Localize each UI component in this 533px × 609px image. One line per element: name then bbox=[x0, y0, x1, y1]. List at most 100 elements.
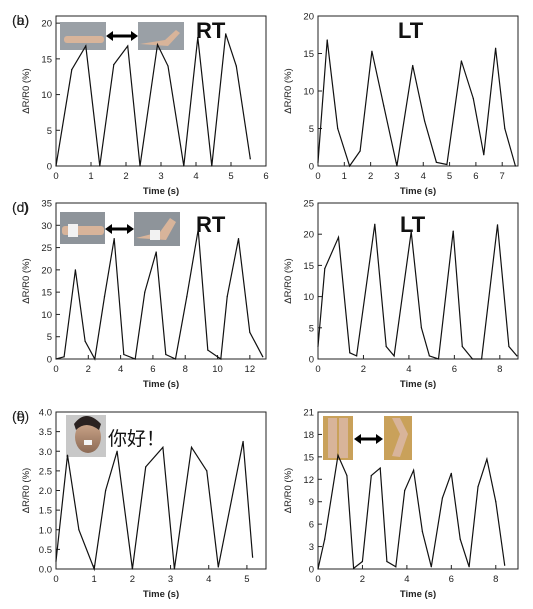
data-point bbox=[242, 440, 244, 443]
x-axis-title: Time (s) bbox=[143, 186, 179, 197]
panel-label: (f) bbox=[12, 408, 25, 424]
y-tick-label: 3 bbox=[309, 542, 314, 553]
y-tick-label: 0 bbox=[309, 565, 314, 576]
data-point bbox=[423, 120, 426, 122]
leg-bent bbox=[392, 418, 408, 457]
data-point bbox=[207, 349, 209, 351]
data-point bbox=[225, 33, 227, 35]
y-axis-title: ΔR/R0 (%) bbox=[21, 258, 32, 303]
data-point bbox=[459, 538, 461, 540]
y-tick-label: 0 bbox=[309, 162, 314, 173]
data-point bbox=[63, 356, 65, 358]
data-point bbox=[471, 358, 474, 360]
series-line bbox=[317, 224, 518, 360]
panel-annotation: 你好！ bbox=[108, 428, 165, 450]
data-point bbox=[206, 470, 208, 472]
double-arrow-icon bbox=[106, 31, 138, 41]
y-tick-label: 2.5 bbox=[39, 466, 52, 477]
chart-panel: (c) 0 2 4 6 8 10 12 0 5 10 15 20 25 30 35 Time (s) ΔR/R0 … bbox=[12, 199, 267, 390]
x-tick-label: 6 bbox=[452, 364, 457, 375]
data-point bbox=[139, 165, 141, 167]
data-point bbox=[446, 163, 448, 166]
data-point bbox=[317, 345, 319, 348]
data-point bbox=[262, 356, 264, 358]
sensor-band-2 bbox=[150, 230, 160, 240]
data-point bbox=[483, 154, 485, 156]
x-tick-label: 0 bbox=[53, 171, 58, 182]
chart-panel: (e) 0 1 2 3 4 5 0.0 0.5 1.0 1.5 2.0 2.5 3.0 3.5 4.0 Time… bbox=[12, 408, 267, 600]
data-point bbox=[155, 251, 157, 253]
data-point bbox=[421, 531, 424, 533]
data-point bbox=[324, 538, 326, 540]
data-point bbox=[144, 291, 146, 293]
y-tick-label: 0 bbox=[47, 355, 52, 366]
data-point bbox=[145, 466, 147, 468]
data-point bbox=[317, 568, 319, 570]
plot-frame bbox=[317, 411, 519, 570]
data-point bbox=[385, 345, 387, 348]
data-point bbox=[235, 65, 237, 67]
y-axis-title: ΔR/R0 (%) bbox=[283, 68, 294, 113]
data-point bbox=[461, 345, 463, 348]
x-axis-title: Time (s) bbox=[400, 589, 436, 600]
double-arrow-icon bbox=[354, 434, 383, 444]
data-point bbox=[324, 267, 326, 270]
y-tick-label: 20 bbox=[303, 230, 314, 241]
data-point bbox=[486, 458, 488, 460]
hair bbox=[74, 416, 101, 430]
sensor-patch bbox=[84, 440, 92, 445]
x-axis-title: Time (s) bbox=[143, 379, 179, 390]
y-tick-label: 20 bbox=[41, 265, 52, 276]
x-tick-label: 6 bbox=[449, 574, 454, 585]
x-tick-label: 8 bbox=[493, 574, 498, 585]
x-tick-label: 2 bbox=[86, 364, 91, 375]
y-tick-label: 2.0 bbox=[39, 486, 52, 497]
x-tick-label: 3 bbox=[158, 171, 163, 182]
data-point bbox=[349, 352, 351, 354]
data-point bbox=[359, 150, 361, 152]
x-tick-label: 5 bbox=[244, 574, 249, 585]
y-tick-label: 1.5 bbox=[39, 506, 52, 517]
y-tick-label: 15 bbox=[41, 288, 52, 299]
data-point bbox=[249, 158, 251, 160]
panel-label: (a) bbox=[12, 12, 29, 28]
data-point bbox=[477, 486, 479, 488]
y-tick-label: 5 bbox=[47, 126, 52, 137]
series-line bbox=[55, 441, 254, 572]
data-point bbox=[430, 566, 432, 568]
data-point bbox=[55, 560, 57, 562]
data-point bbox=[437, 358, 440, 360]
data-point bbox=[516, 355, 518, 357]
data-point bbox=[337, 236, 340, 238]
x-tick-label: 0 bbox=[53, 574, 58, 585]
data-point bbox=[249, 331, 251, 333]
data-point bbox=[220, 358, 222, 360]
data-point bbox=[55, 358, 57, 360]
data-point bbox=[495, 47, 497, 49]
data-point bbox=[481, 358, 483, 360]
y-tick-label: 0.0 bbox=[39, 565, 52, 576]
y-tick-label: 15 bbox=[303, 49, 314, 60]
x-tick-label: 8 bbox=[183, 364, 188, 375]
data-point bbox=[352, 567, 355, 569]
data-point bbox=[93, 568, 95, 570]
x-axis-title: Time (s) bbox=[400, 379, 436, 390]
y-tick-label: 5 bbox=[309, 323, 314, 334]
series-line bbox=[55, 33, 251, 167]
data-point bbox=[174, 358, 177, 360]
data-point bbox=[383, 105, 385, 107]
data-point bbox=[374, 223, 376, 225]
data-point bbox=[134, 358, 136, 360]
x-axis-title: Time (s) bbox=[143, 589, 179, 600]
y-axis-title: ΔR/R0 (%) bbox=[21, 468, 32, 513]
panel-label: (e) bbox=[12, 408, 29, 424]
data-point bbox=[71, 68, 73, 71]
x-tick-label: 6 bbox=[150, 364, 155, 375]
data-point bbox=[211, 165, 213, 167]
x-tick-label: 4 bbox=[421, 171, 426, 182]
y-axis-title: ΔR/R0 (%) bbox=[283, 468, 294, 513]
data-point bbox=[386, 560, 388, 563]
